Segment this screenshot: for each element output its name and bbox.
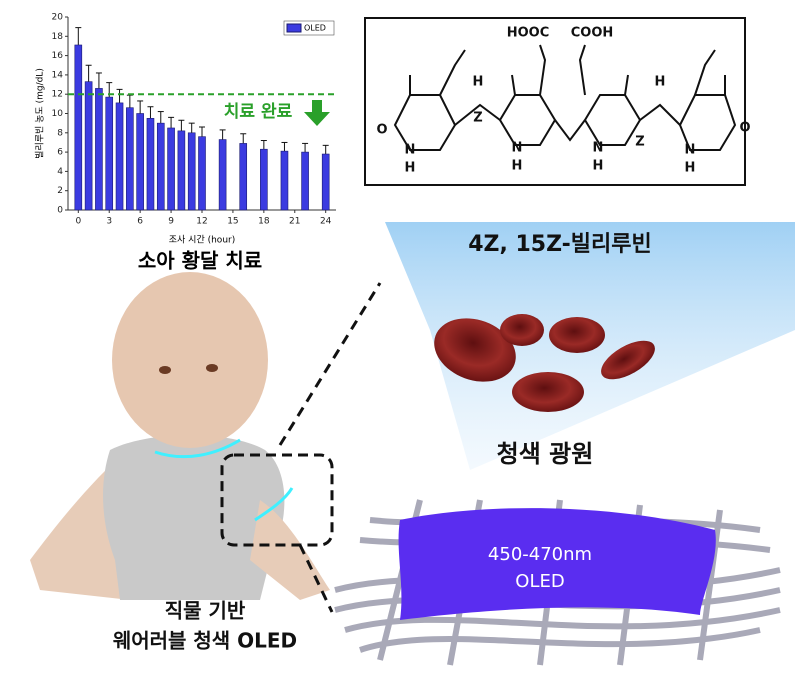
y-tick-label: 4	[57, 167, 63, 177]
bar	[167, 127, 175, 211]
bar	[74, 44, 83, 211]
bar	[84, 81, 93, 211]
bar	[95, 88, 103, 211]
bar	[177, 130, 186, 211]
zoom-line	[278, 282, 382, 446]
atom-label: O	[376, 123, 387, 138]
y-tick-label: 0	[57, 206, 63, 216]
x-tick-label: 15	[227, 217, 238, 227]
bar	[218, 139, 227, 211]
y-tick-label: 20	[52, 13, 64, 23]
y-tick-label: 18	[52, 32, 64, 42]
bar	[156, 122, 165, 211]
wavelength-label: 450-470nm	[488, 544, 592, 565]
atom-label: N	[685, 143, 696, 158]
x-axis-label: 조사 시간 (hour)	[169, 235, 235, 246]
atom-label: N	[593, 141, 604, 156]
atom-label: Z	[473, 111, 482, 126]
atom-label: Z	[635, 135, 644, 150]
y-tick-label: 8	[57, 128, 63, 138]
oled-sheet	[398, 508, 716, 620]
atom-label: H	[405, 161, 416, 176]
atom-label: COOH	[571, 26, 614, 41]
x-tick-label: 12	[196, 217, 207, 227]
atom-label: O	[739, 121, 750, 136]
device-label: OLED	[515, 571, 564, 592]
bar	[105, 96, 114, 211]
annotation-arrow	[304, 100, 330, 126]
baby	[30, 272, 330, 600]
atom-label: H	[655, 75, 666, 90]
x-tick-label: 18	[258, 217, 270, 227]
chart-title: 소아 황달 치료	[138, 249, 262, 273]
y-tick-label: 10	[52, 109, 64, 119]
molecule-label: 4Z, 15Z-빌리루빈	[468, 232, 652, 257]
atom-label: N	[405, 143, 416, 158]
bar	[260, 148, 268, 211]
zoom-line	[298, 544, 334, 613]
bar	[136, 113, 144, 211]
caption: 직물 기반	[165, 599, 246, 623]
bar	[187, 132, 196, 211]
bar	[239, 143, 248, 211]
y-tick-label: 2	[57, 186, 63, 196]
x-tick-label: 6	[137, 217, 143, 227]
atom-label: H	[473, 75, 484, 90]
x-tick-label: 9	[168, 217, 174, 227]
structure-box	[364, 17, 746, 186]
x-tick-label: 0	[75, 217, 81, 227]
annotation: 치료 완료	[224, 102, 293, 122]
bar	[280, 150, 289, 211]
atom-label: HOOC	[507, 26, 550, 41]
legend-label: OLED	[304, 24, 326, 33]
atom-label: H	[593, 159, 604, 174]
atom-label: N	[512, 141, 523, 156]
bar	[301, 151, 309, 211]
x-tick-label: 24	[320, 217, 332, 227]
bar	[126, 107, 134, 211]
structure-bonds	[393, 44, 737, 151]
atom-label: H	[685, 161, 696, 176]
y-tick-label: 14	[52, 70, 64, 80]
caption: 웨어러블 청색 OLED	[113, 629, 297, 653]
bar	[115, 102, 124, 211]
x-tick-label: 3	[106, 217, 112, 227]
y-tick-label: 16	[52, 51, 64, 61]
y-tick-label: 12	[52, 90, 63, 100]
bar	[146, 118, 155, 211]
x-tick-label: 21	[289, 217, 300, 227]
bar	[321, 153, 330, 211]
blood-cells	[434, 314, 655, 412]
y-axis-label: 빌리루빈 농도 (mg/dL)	[35, 68, 46, 159]
legend-box	[283, 20, 335, 36]
bar	[198, 136, 206, 211]
light-label: 청색 광원	[497, 440, 594, 468]
atom-label: H	[512, 159, 523, 174]
legend-swatch	[286, 23, 302, 33]
zoom-box	[220, 453, 334, 547]
y-tick-label: 6	[57, 148, 63, 158]
